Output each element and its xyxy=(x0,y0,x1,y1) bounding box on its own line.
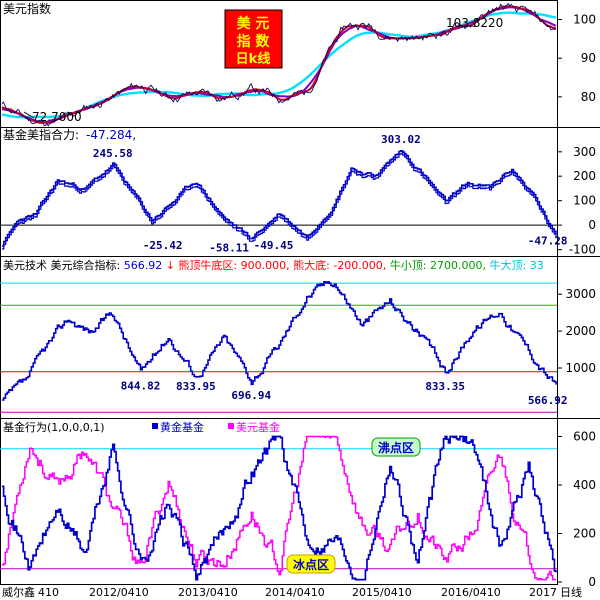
p1-title: 美元指数 xyxy=(3,1,51,16)
x-axis-label: 2013/0410 xyxy=(178,586,238,599)
p2-signal-line xyxy=(2,153,557,250)
p1-price-line xyxy=(1,2,557,127)
p2-y-axis-label: 100 xyxy=(573,194,596,208)
legend-usd-swatch xyxy=(228,423,234,429)
p3-y-axis-label: 2000 xyxy=(565,324,596,338)
p2-value-label: -25.42 xyxy=(143,239,183,252)
p1-low-leader xyxy=(23,111,35,119)
x-axis-label: 2014/0410 xyxy=(265,586,325,599)
x-axis-label: 410 xyxy=(38,586,59,599)
x-axis-label: 2015/0410 xyxy=(352,586,412,599)
p4-title: 基金行为(1,0,0,0,1) xyxy=(3,420,105,434)
svg-text:指 数: 指 数 xyxy=(237,33,271,50)
p2-value-label: 303.02 xyxy=(381,133,421,146)
p2-value-label: 245.58 xyxy=(93,147,133,160)
boil-zone-tag: 沸点区 xyxy=(371,437,421,457)
p1-y-axis-label: 80 xyxy=(581,90,596,104)
p3-y-axis-label: 1000 xyxy=(565,361,596,375)
p3-value-label: 566.92 xyxy=(528,394,568,407)
svg-text:冰点区: 冰点区 xyxy=(293,557,329,572)
p1-y-axis-label: 100 xyxy=(573,13,596,27)
p4-y-axis-label: 600 xyxy=(573,430,596,444)
p4-y-axis-label: 0 xyxy=(588,575,596,589)
p2-y-axis-label: -100 xyxy=(569,243,596,257)
p2-title-name: 基金美指合力: xyxy=(3,127,79,142)
p3-indicator-line xyxy=(2,281,557,401)
p2-y-axis-label: 300 xyxy=(573,145,596,159)
chart-badge: 美 元 指 数 日k线 xyxy=(224,9,283,69)
p4-gold-fund-line xyxy=(2,435,557,581)
p2-composite-line xyxy=(2,150,557,247)
svg-text:沸点区: 沸点区 xyxy=(378,440,414,455)
p3-title: 美元技术 美元综合指标: 566.92 ↓ 熊顶牛底区: 900.000, 熊大… xyxy=(3,258,544,272)
p2-value-label: -58.11 xyxy=(209,241,249,254)
x-axis-caption: 威尔鑫 xyxy=(2,585,35,599)
p3-value-label: 833.35 xyxy=(425,380,465,393)
p3-value-label: 844.82 xyxy=(121,380,161,393)
x-axis-label: 日线 xyxy=(560,585,582,599)
svg-text:美 元: 美 元 xyxy=(237,15,270,32)
p1-ma-long-line xyxy=(1,11,557,119)
p3-value-label: 696.94 xyxy=(231,389,271,402)
legend-usd-label: 美元基金 xyxy=(236,420,280,434)
p2-y-axis-label: 0 xyxy=(588,218,596,232)
p4-y-axis-label: 400 xyxy=(573,478,596,492)
legend-gold-label: 黄金基金 xyxy=(160,420,204,434)
svg-text:日k线: 日k线 xyxy=(236,51,271,67)
p3-value-label: 833.95 xyxy=(176,380,216,393)
p4-y-axis-label: 200 xyxy=(573,527,596,541)
plot-frame xyxy=(0,0,558,585)
p1-high-label: 103.8220 xyxy=(446,16,503,30)
p2-y-axis-label: 200 xyxy=(573,169,596,183)
p1-low-label: 72.7000 xyxy=(32,110,82,124)
x-axis-label: 2012/0410 xyxy=(89,586,149,599)
legend-gold-swatch xyxy=(152,423,158,429)
p1-y-axis-label: 90 xyxy=(581,51,596,65)
p4-usd-fund-line xyxy=(2,435,556,581)
x-axis-label: 2016/0410 xyxy=(441,586,501,599)
p1-ma-short-line xyxy=(1,5,557,125)
p2-value-label: -47.28 xyxy=(528,235,568,248)
x-axis-label: 2017 xyxy=(529,586,557,599)
p2-title-value: -47.284, xyxy=(86,128,136,142)
ice-zone-tag: 冰点区 xyxy=(286,554,336,574)
p2-value-label: -49.45 xyxy=(254,239,294,252)
p3-y-axis-label: 3000 xyxy=(565,287,596,301)
